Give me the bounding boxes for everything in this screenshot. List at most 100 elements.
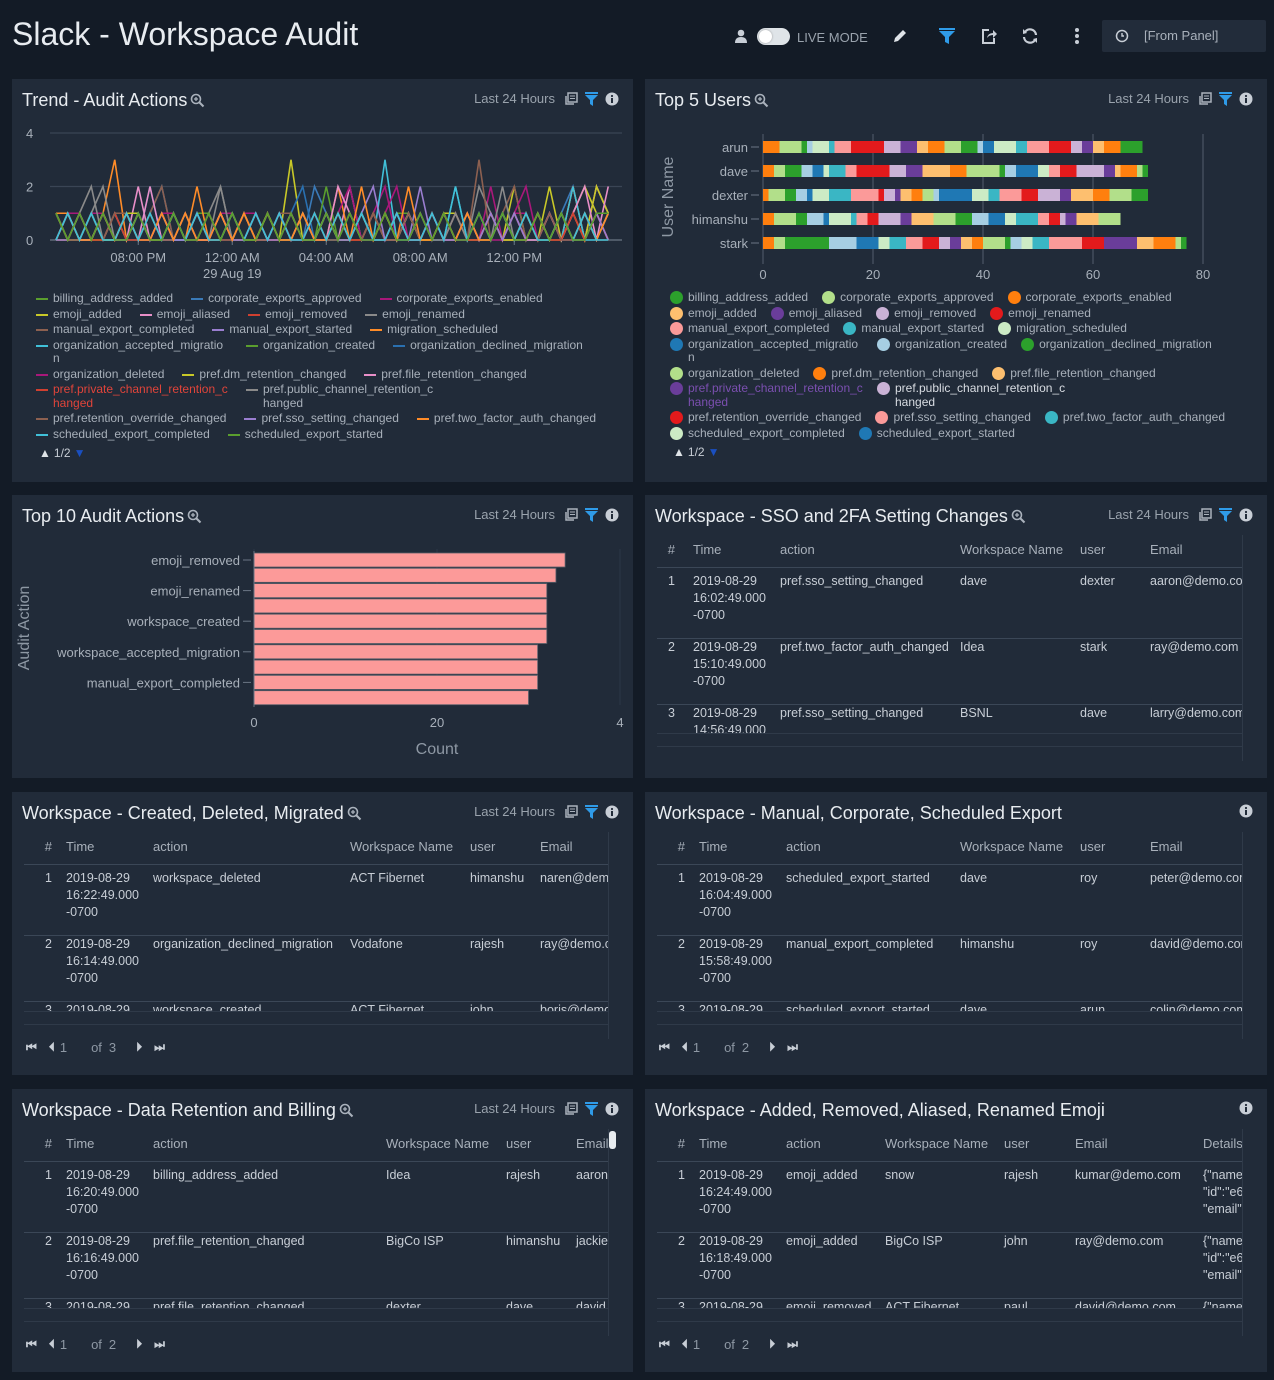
bar-segment-dexter-billing_address_added[interactable] xyxy=(785,189,796,201)
bar-segment-stark-pref.two_factor_auth_changed[interactable] xyxy=(1032,237,1050,249)
bar-segment-himanshu-organization_declined_migration[interactable] xyxy=(955,213,973,225)
time-range-selector[interactable]: [From Panel] xyxy=(1102,20,1266,52)
bar-segment-dexter-manual_export_completed[interactable] xyxy=(851,189,879,201)
bar-segment-dexter-organization_accepted_migration[interactable] xyxy=(807,189,813,201)
table-row[interactable]: 1 2019-08-29 16:22:49.000 -0700 workspace_… xyxy=(12,870,608,936)
legend-item[interactable]: organization_deleted xyxy=(36,367,164,382)
legend-item[interactable]: scheduled_export_started xyxy=(858,426,1015,441)
bar-manual_export_completed[interactable] xyxy=(253,674,539,690)
bar-segment-stark-pref.file_retention_changed[interactable] xyxy=(1137,237,1154,249)
table-row[interactable]: 1 2019-08-29 16:24:49.000 -0700 emoji_adde… xyxy=(645,1167,1242,1233)
legend-item[interactable]: pref.retention_override_changed xyxy=(36,411,226,426)
bar-segment-arun-organization_declined_migration[interactable] xyxy=(1120,141,1143,153)
filter-icon[interactable] xyxy=(585,507,598,522)
legend-item[interactable]: organization_accepted_migration xyxy=(36,338,228,366)
column-header[interactable]: Details xyxy=(1203,1136,1242,1151)
bar-segment-dave-pref.dm_retention_changed[interactable] xyxy=(1120,165,1138,177)
legend-item[interactable]: pref.public_channel_retention_changed xyxy=(246,382,438,410)
bar-segment-dave-organization_accepted_migration[interactable] xyxy=(812,165,824,177)
column-header[interactable]: Time xyxy=(699,839,728,854)
pencil-icon[interactable] xyxy=(890,26,910,46)
bar-segment-arun-emoji_removed[interactable] xyxy=(884,141,901,153)
filter-icon[interactable] xyxy=(937,26,957,46)
bar-segment-stark-corporate_exports_approved[interactable] xyxy=(774,237,785,249)
bar-segment-dexter-migration_scheduled[interactable] xyxy=(812,189,830,201)
copy-icon[interactable] xyxy=(564,804,578,819)
legend-item[interactable]: manual_export_completed xyxy=(36,322,194,337)
column-header[interactable]: Time xyxy=(66,839,95,854)
legend-item[interactable]: corporate_exports_approved xyxy=(191,291,362,306)
bar-segment-himanshu-emoji_renamed[interactable] xyxy=(867,213,879,225)
last-page-icon[interactable]: ⏭ xyxy=(154,1040,165,1054)
bar-segment-stark-manual_export_completed[interactable] xyxy=(906,237,923,249)
bar-segment-himanshu-pref.sso_setting_changed[interactable] xyxy=(1038,213,1049,225)
bar-segment-dave-pref.retention_override_changed[interactable] xyxy=(1060,165,1077,177)
table-row[interactable]: 1 2019-08-29 16:04:49.000 -0700 scheduled_… xyxy=(645,870,1242,936)
column-header[interactable]: Email xyxy=(1150,542,1183,557)
column-header[interactable]: action xyxy=(780,542,815,557)
user-icon[interactable] xyxy=(731,26,751,46)
legend-item[interactable]: emoji_removed xyxy=(876,306,976,321)
legend-item[interactable]: organization_created xyxy=(877,337,1007,365)
bar-segment-dexter-organization_deleted[interactable] xyxy=(1109,189,1132,201)
bar-segment-dave-scheduled_export_completed[interactable] xyxy=(1038,165,1049,177)
legend-item[interactable]: organization_created xyxy=(246,338,375,366)
bar-segment-stark-emoji_added[interactable] xyxy=(961,237,972,249)
bar-segment-arun-pref.retention_override_changed[interactable] xyxy=(1049,141,1071,153)
bar-segment-arun-emoji_added[interactable] xyxy=(917,141,928,153)
prev-page-icon[interactable]: ⏴ xyxy=(48,1337,55,1351)
bar-segment-stark-billing_address_added[interactable] xyxy=(785,237,829,249)
legend-item[interactable]: emoji_aliased xyxy=(139,307,230,322)
bar-segment-arun-emoji_aliased[interactable] xyxy=(900,141,918,153)
bar-segment-stark-emoji_removed[interactable] xyxy=(939,237,950,249)
vertical-scrollbar[interactable] xyxy=(1242,1129,1252,1336)
bar-segment-arun-pref.private_channel_retention_changed[interactable] xyxy=(1082,141,1093,153)
filter-icon[interactable] xyxy=(585,804,598,819)
horizontal-scrollbar[interactable] xyxy=(657,733,1242,747)
legend-item[interactable]: emoji_renamed xyxy=(365,307,465,322)
column-header[interactable]: Workspace Name xyxy=(350,839,454,854)
vertical-scrollbar[interactable] xyxy=(608,832,618,1039)
bar-segment-stark-migration_scheduled[interactable] xyxy=(878,237,890,249)
panel-time-range[interactable]: Last 24 Hours xyxy=(474,507,555,522)
bar-segment-dexter-scheduled_export_started[interactable] xyxy=(939,189,972,201)
bar-segment-dave-emoji_removed[interactable] xyxy=(889,165,907,177)
bar-segment-dexter-pref.two_factor_auth_changed[interactable] xyxy=(988,189,1000,201)
bar-segment-himanshu-pref.private_channel_retention_changed[interactable] xyxy=(1065,213,1077,225)
legend-next-icon[interactable]: ▼ xyxy=(73,446,86,460)
legend-item[interactable]: pref.sso_setting_changed xyxy=(875,410,1031,425)
column-header[interactable]: Email xyxy=(1075,1136,1108,1151)
bar-segment-dave-manual_export_started[interactable] xyxy=(829,165,846,177)
panel-time-range[interactable]: Last 24 Hours xyxy=(1108,507,1189,522)
bar-segment-dexter-pref.sso_setting_changed[interactable] xyxy=(999,189,1022,201)
bar-segment-himanshu-organization_deleted[interactable] xyxy=(933,213,956,225)
legend-item[interactable]: organization_deleted xyxy=(670,366,799,381)
bar-segment-dave-emoji_renamed[interactable] xyxy=(856,165,890,177)
scrollbar-thumb[interactable] xyxy=(609,1131,616,1149)
bar-segment-stark-organization_declined_migration[interactable] xyxy=(1181,237,1187,249)
copy-icon[interactable] xyxy=(564,1101,578,1116)
legend-item[interactable]: emoji_added xyxy=(36,307,122,322)
info-icon[interactable] xyxy=(605,1102,619,1116)
legend-next-icon[interactable]: ▼ xyxy=(707,445,720,459)
bar-segment-himanshu-organization_created[interactable] xyxy=(807,213,824,225)
bar-segment-stark-manual_export_started[interactable] xyxy=(889,237,907,249)
column-header[interactable]: action xyxy=(153,839,188,854)
column-header[interactable]: Email xyxy=(1150,839,1183,854)
bar-segment-himanshu-scheduled_export_started[interactable] xyxy=(988,213,1006,225)
live-mode-toggle[interactable] xyxy=(757,28,790,45)
column-header[interactable]: Time xyxy=(693,542,722,557)
info-icon[interactable] xyxy=(605,92,619,106)
column-header[interactable]: user xyxy=(506,1136,532,1151)
first-page-icon[interactable]: ⏮ xyxy=(659,1337,670,1351)
bar-segment-dexter-pref.retention_override_changed[interactable] xyxy=(1021,189,1039,201)
bar-segment-himanshu-manual_export_completed[interactable] xyxy=(856,213,868,225)
prev-page-icon[interactable]: ⏴ xyxy=(681,1040,688,1054)
legend-item[interactable]: organization_accepted_migration xyxy=(670,337,863,365)
column-header[interactable]: Workspace Name xyxy=(960,542,1064,557)
panel-time-range[interactable]: Last 24 Hours xyxy=(1108,91,1189,106)
column-header[interactable]: Workspace Name xyxy=(885,1136,989,1151)
bar-segment-arun-corporate_exports_enabled[interactable] xyxy=(763,141,780,153)
bar-segment-arun-pref.sso_setting_changed[interactable] xyxy=(1027,141,1049,153)
legend-item[interactable]: scheduled_export_completed xyxy=(670,426,845,441)
